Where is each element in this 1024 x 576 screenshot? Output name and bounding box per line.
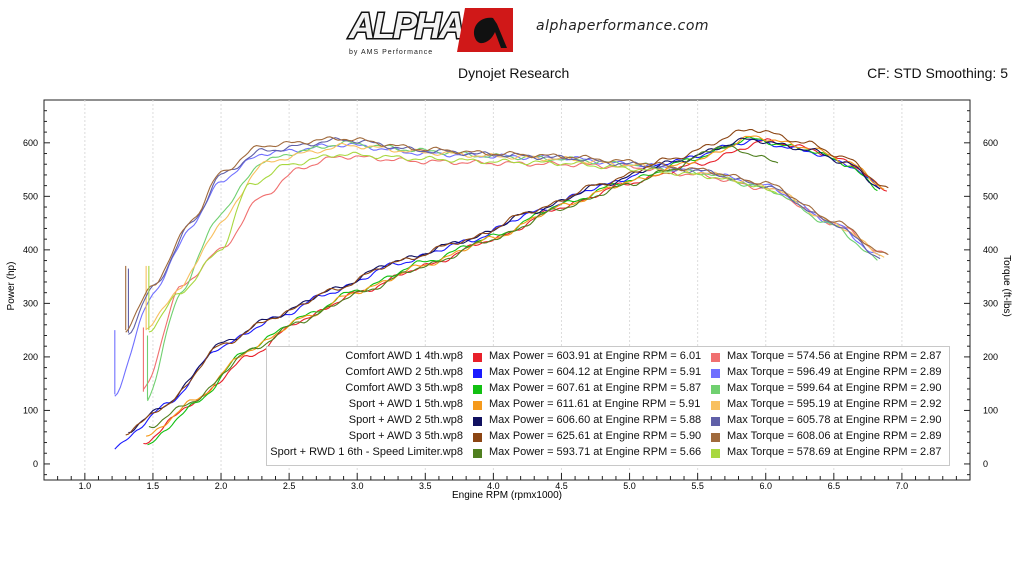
torque-curve [125, 136, 889, 333]
x-tick-label: 5.0 [623, 481, 636, 491]
y-tick-label-left: 200 [23, 352, 38, 362]
legend-max-torque: Max Torque = 595.19 at Engine RPM = 2.92 [727, 398, 942, 410]
legend-run-name: Sport + RWD 1 6th - Speed Limiter.wp8 [270, 446, 463, 458]
x-tick-label: 6.5 [828, 481, 841, 491]
legend-power-swatch [473, 401, 482, 410]
x-tick-label: 4.5 [555, 481, 568, 491]
legend-max-power: Max Power = 593.71 at Engine RPM = 5.66 [489, 446, 702, 458]
x-tick-label: 3.5 [419, 481, 432, 491]
legend-row: Sport + AWD 3 5th.wp8 Max Power = 625.61 … [267, 430, 949, 446]
legend-power-swatch [473, 369, 482, 378]
legend-max-power: Max Power = 603.91 at Engine RPM = 6.01 [489, 350, 702, 362]
x-tick-label: 3.0 [351, 481, 364, 491]
legend: Comfort AWD 1 4th.wp8 Max Power = 603.91 … [266, 346, 950, 466]
legend-max-torque: Max Torque = 608.06 at Engine RPM = 2.89 [727, 430, 942, 442]
legend-row: Comfort AWD 3 5th.wp8 Max Power = 607.61 … [267, 382, 949, 398]
legend-run-name: Sport + AWD 3 5th.wp8 [348, 430, 463, 442]
y-tick-label-right: 100 [983, 405, 998, 415]
y-tick-label-left: 300 [23, 298, 38, 308]
legend-run-name: Sport + AWD 1 5th.wp8 [348, 398, 463, 410]
y-tick-label-left: 0 [33, 459, 38, 469]
y-tick-label-right: 400 [983, 245, 998, 255]
legend-run-name: Sport + AWD 2 5th.wp8 [348, 414, 463, 426]
legend-max-power: Max Power = 611.61 at Engine RPM = 5.91 [489, 398, 701, 410]
x-tick-label: 4.0 [487, 481, 500, 491]
y-tick-label-left: 400 [23, 245, 38, 255]
legend-run-name: Comfort AWD 2 5th.wp8 [345, 366, 463, 378]
x-tick-label: 2.5 [283, 481, 296, 491]
y-axis-label-left: Power (hp) [6, 262, 17, 311]
power-curve [148, 145, 779, 428]
torque-curve [148, 151, 779, 333]
torque-curve [147, 140, 878, 402]
torque-curve [145, 142, 885, 330]
x-tick-label: 7.0 [896, 481, 909, 491]
brand-sub-text: by AMS Performance [349, 49, 433, 56]
legend-run-name: Comfort AWD 3 5th.wp8 [345, 382, 463, 394]
legend-max-power: Max Power = 607.61 at Engine RPM = 5.87 [489, 382, 702, 394]
alpha-logo: ALPHA by AMS Performance [345, 4, 515, 56]
website-text: alphaperformance.com [536, 18, 710, 34]
legend-max-torque: Max Torque = 578.69 at Engine RPM = 2.87 [727, 446, 942, 458]
legend-torque-swatch [711, 369, 720, 378]
legend-power-swatch [473, 353, 482, 362]
legend-max-power: Max Power = 604.12 at Engine RPM = 5.91 [489, 366, 702, 378]
x-tick-label: 5.5 [691, 481, 704, 491]
x-tick-label: 1.0 [79, 481, 92, 491]
legend-torque-swatch [711, 417, 720, 426]
legend-max-torque: Max Torque = 596.49 at Engine RPM = 2.89 [727, 366, 942, 378]
legend-torque-swatch [711, 401, 720, 410]
x-tick-label: 1.5 [147, 481, 160, 491]
legend-row: Sport + AWD 2 5th.wp8 Max Power = 606.60 … [267, 414, 949, 430]
legend-torque-swatch [711, 433, 720, 442]
legend-max-power: Max Power = 625.61 at Engine RPM = 5.90 [489, 430, 702, 442]
power-curve [145, 135, 885, 437]
legend-max-torque: Max Torque = 574.56 at Engine RPM = 2.87 [727, 350, 942, 362]
y-tick-label-right: 300 [983, 298, 998, 308]
header-correction-factor: CF: STD Smoothing: 5 [867, 65, 1008, 81]
legend-max-torque: Max Torque = 599.64 at Engine RPM = 2.90 [727, 382, 942, 394]
x-tick-label: 2.0 [215, 481, 228, 491]
legend-power-swatch [473, 449, 482, 458]
y-tick-label-right: 500 [983, 191, 998, 201]
y-tick-label-left: 100 [23, 405, 38, 415]
header-dyno-title: Dynojet Research [458, 65, 570, 81]
legend-row: Sport + AWD 1 5th.wp8 Max Power = 611.61 … [267, 398, 949, 414]
legend-row: Sport + RWD 1 6th - Speed Limiter.wp8 Max… [267, 446, 949, 462]
legend-max-torque: Max Torque = 605.78 at Engine RPM = 2.90 [727, 414, 942, 426]
y-tick-label-right: 200 [983, 352, 998, 362]
y-tick-label-right: 0 [983, 459, 988, 469]
legend-row: Comfort AWD 1 4th.wp8 Max Power = 603.91 … [267, 350, 949, 366]
power-curve [128, 137, 881, 434]
legend-run-name: Comfort AWD 1 4th.wp8 [345, 350, 463, 362]
legend-row: Comfort AWD 2 5th.wp8 Max Power = 604.12 … [267, 366, 949, 382]
legend-torque-swatch [711, 385, 720, 394]
legend-max-power: Max Power = 606.60 at Engine RPM = 5.88 [489, 414, 702, 426]
legend-power-swatch [473, 417, 482, 426]
legend-power-swatch [473, 433, 482, 442]
y-tick-label-right: 600 [983, 138, 998, 148]
x-tick-label: 6.0 [759, 481, 772, 491]
brand-text: ALPHA [348, 5, 463, 46]
y-tick-label-left: 500 [23, 191, 38, 201]
y-axis-label-right: Torque (ft-lbs) [1001, 255, 1012, 317]
alpha-logo-graphic: ALPHA by AMS Performance [345, 4, 513, 56]
legend-power-swatch [473, 385, 482, 394]
power-curve [125, 129, 889, 436]
legend-torque-swatch [711, 449, 720, 458]
y-tick-label-left: 600 [23, 138, 38, 148]
legend-torque-swatch [711, 353, 720, 362]
x-axis-label: Engine RPM (rpmx1000) [452, 490, 562, 501]
